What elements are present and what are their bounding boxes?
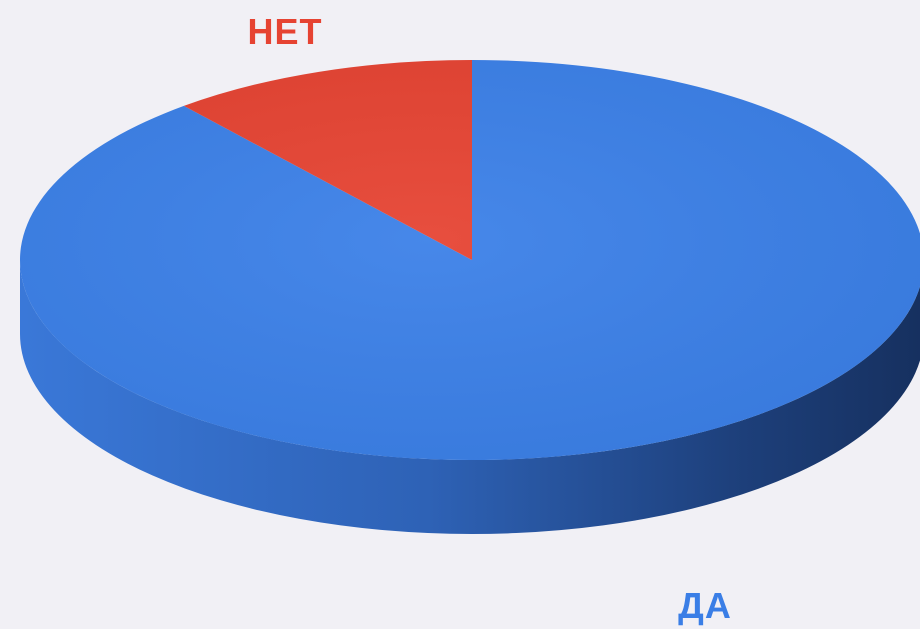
pie-side bbox=[20, 260, 920, 534]
pie-labels: ДА НЕТ bbox=[248, 11, 732, 626]
pie-top-sheen bbox=[20, 60, 920, 460]
slice-label-net: НЕТ bbox=[248, 11, 323, 52]
slice-label-da: ДА bbox=[678, 585, 732, 626]
pie-top bbox=[20, 60, 920, 460]
pie-side-da bbox=[20, 260, 920, 534]
